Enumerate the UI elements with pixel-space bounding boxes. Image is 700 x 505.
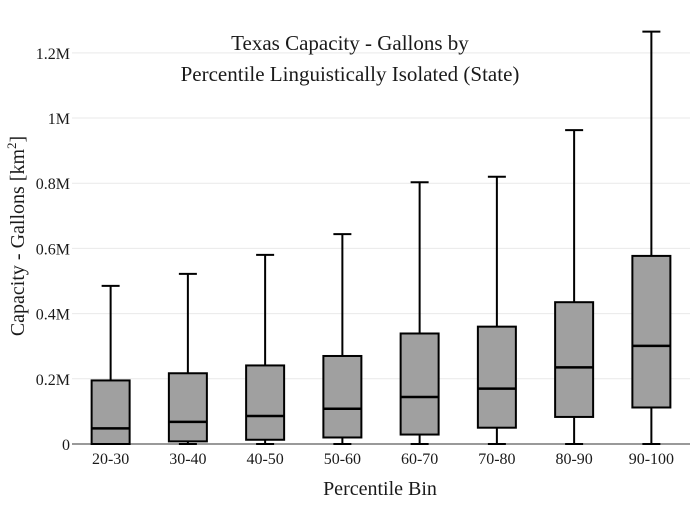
x-tick-label: 30-40 [169, 451, 206, 468]
iqr-box [167, 372, 208, 443]
iqr-box [554, 301, 595, 418]
y-tick-label: 0 [62, 437, 70, 454]
x-axis-title: Percentile Bin [323, 478, 437, 500]
x-tick-label: 40-50 [246, 451, 283, 468]
box-30-40 [167, 272, 208, 445]
axes: 0 0.2M 0.4M 0.6M 0.8M 1M 1.2M 20-30 30-40 40-50 50… [36, 46, 690, 468]
x-tick-label: 70-80 [478, 451, 515, 468]
box-80-90 [554, 129, 595, 445]
chart-title-line-2: Percentile Linguistically Isolated (Stat… [181, 62, 520, 86]
x-tick-label: 20-30 [92, 451, 129, 468]
y-tick-label: 0.8M [36, 176, 70, 193]
grid-lines [72, 52, 690, 380]
iqr-box [631, 254, 672, 409]
box-series [90, 30, 672, 446]
iqr-box [245, 364, 286, 441]
chart-title-line-1: Texas Capacity - Gallons by [231, 31, 469, 55]
x-tick-label: 80-90 [555, 451, 592, 468]
y-axis-title-close: ] [7, 136, 29, 143]
box-50-60 [322, 233, 363, 445]
y-tick-label: 0.4M [36, 307, 70, 324]
iqr-box [399, 332, 440, 436]
y-axis-title: Capacity - Gallons [km2] [4, 136, 29, 336]
box-20-30 [90, 284, 131, 446]
y-tick-label: 0.2M [36, 372, 70, 389]
iqr-box [322, 354, 363, 439]
x-tick-label: 50-60 [324, 451, 361, 468]
y-axis-title-superscript: 2 [4, 142, 19, 149]
box-90-100 [631, 30, 672, 445]
x-tick-label: 90-100 [629, 451, 674, 468]
box-60-70 [399, 181, 440, 445]
x-tick-label: 60-70 [401, 451, 438, 468]
box-40-50 [245, 253, 286, 445]
y-axis-title-main: Capacity - Gallons [km [7, 149, 29, 337]
iqr-box [90, 379, 131, 446]
y-tick-label: 1.2M [36, 46, 70, 63]
y-tick-label: 0.6M [36, 241, 70, 258]
y-tick-label: 1M [48, 111, 70, 128]
iqr-box [476, 325, 517, 429]
box-70-80 [476, 175, 517, 445]
